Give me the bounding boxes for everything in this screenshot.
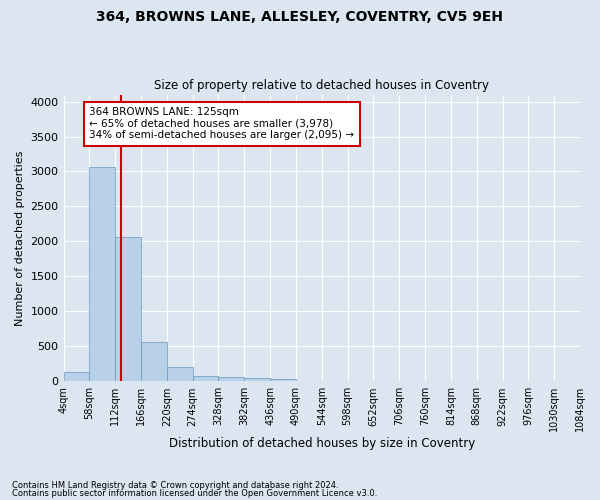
Text: Contains HM Land Registry data © Crown copyright and database right 2024.: Contains HM Land Registry data © Crown c… — [12, 481, 338, 490]
Bar — [64, 372, 89, 382]
Bar — [89, 166, 115, 382]
Title: Size of property relative to detached houses in Coventry: Size of property relative to detached ho… — [154, 79, 489, 92]
Bar — [218, 378, 244, 382]
Text: Contains public sector information licensed under the Open Government Licence v3: Contains public sector information licen… — [12, 488, 377, 498]
Bar — [244, 378, 270, 382]
Bar — [141, 342, 167, 382]
Bar — [115, 237, 141, 382]
Bar — [167, 368, 193, 382]
Text: 364 BROWNS LANE: 125sqm
← 65% of detached houses are smaller (3,978)
34% of semi: 364 BROWNS LANE: 125sqm ← 65% of detache… — [89, 107, 355, 140]
Y-axis label: Number of detached properties: Number of detached properties — [15, 150, 25, 326]
Text: 364, BROWNS LANE, ALLESLEY, COVENTRY, CV5 9EH: 364, BROWNS LANE, ALLESLEY, COVENTRY, CV… — [97, 10, 503, 24]
X-axis label: Distribution of detached houses by size in Coventry: Distribution of detached houses by size … — [169, 437, 475, 450]
Bar — [270, 378, 296, 382]
Bar — [193, 376, 218, 382]
